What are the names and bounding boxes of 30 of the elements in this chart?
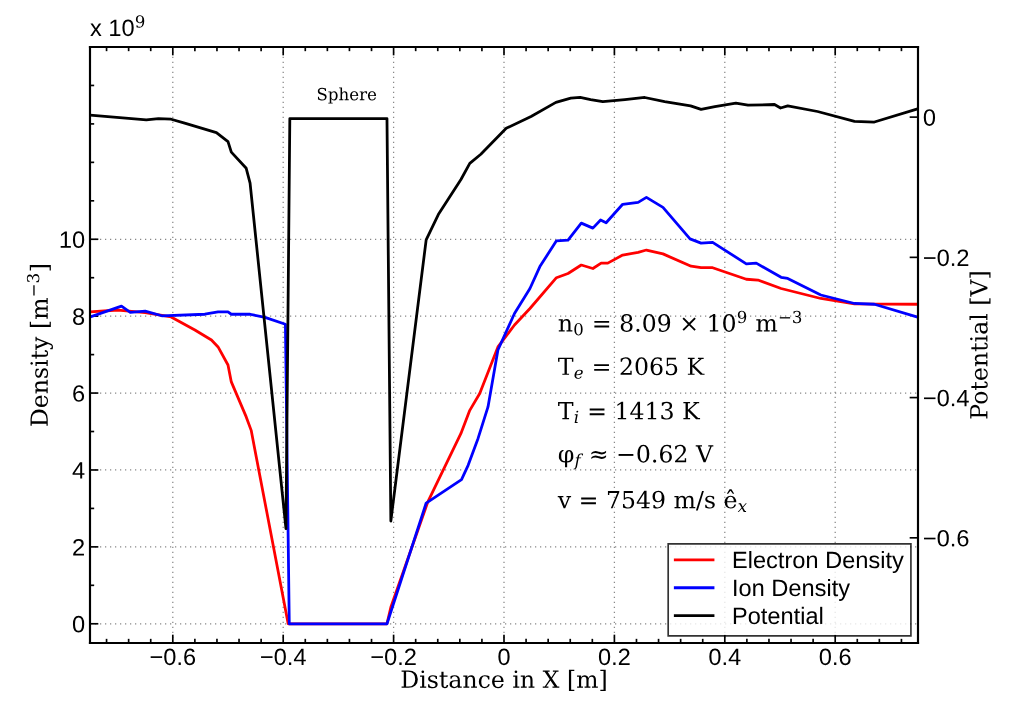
x-tick-label: 0 <box>498 648 510 666</box>
annotation: φ$_{f}$ ≈ −0.62 V <box>558 444 714 470</box>
annotation: n$_{0}$ = 8.09 × 10$^{9}$ m$^{−3}$ <box>558 310 802 336</box>
y-tick-label: 4 <box>72 462 85 479</box>
x-axis-title: Distance in X [m] <box>401 669 606 691</box>
x-tick-label: −0.4 <box>261 648 306 666</box>
x-tick-label: −0.2 <box>371 648 416 666</box>
y2-axis-title: Potential [V] <box>969 272 991 419</box>
legend-label: Ion Density <box>734 578 850 601</box>
y2-tick-label: −0.2 <box>924 249 969 267</box>
y-tick-label: 8 <box>73 308 85 325</box>
x-tick-label: −0.6 <box>150 648 196 666</box>
annotation: T$_{i}$ = 1413 K <box>558 401 701 423</box>
y2-tick-label: −0.6 <box>924 529 969 547</box>
y2-tick-label: 0 <box>923 109 936 126</box>
annotation: Sphere <box>317 87 377 104</box>
y2-tick-label: −0.4 <box>924 389 969 407</box>
y-tick-label: 10 <box>60 231 85 249</box>
x-tick-label: 0.4 <box>709 648 741 666</box>
x-tick-label: 0.2 <box>598 648 630 666</box>
y-tick-label: 0 <box>72 615 85 633</box>
legend-label: Potential <box>733 606 823 625</box>
y-tick-label: 2 <box>73 538 84 556</box>
text: x 10$^{9}$ <box>90 15 145 37</box>
y-tick-label: 6 <box>73 385 85 402</box>
x-tick-label: 0.6 <box>819 648 851 666</box>
legend-label: Electron Density <box>733 551 904 574</box>
y-axis-title: Density [m$^{−3}$] <box>26 265 53 426</box>
annotation: T$_{e}$ = 2065 K <box>558 357 705 379</box>
annotation: v = 7549 m/s ê$_{x}$ <box>557 489 747 512</box>
